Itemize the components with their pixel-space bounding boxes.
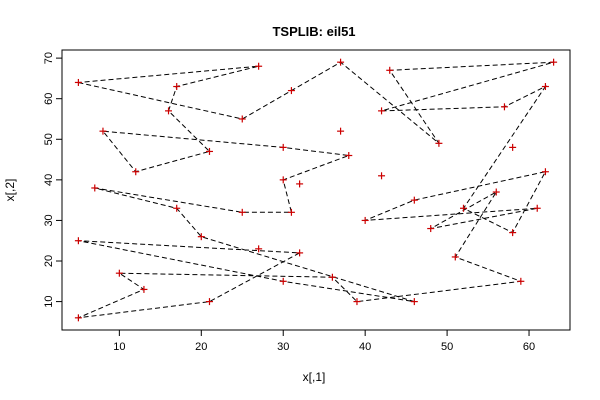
city-point [427, 225, 435, 233]
city-point [287, 208, 295, 216]
city-point [255, 245, 263, 253]
city-point [296, 249, 304, 257]
city-point [74, 78, 82, 86]
city-point [197, 233, 205, 241]
x-axis: 10 20 30 40 50 60 [113, 330, 535, 353]
y-axis: 10 20 30 40 50 60 70 [43, 52, 62, 308]
city-point [255, 62, 263, 70]
city-point [541, 83, 549, 91]
city-point [74, 237, 82, 245]
city-point [99, 127, 107, 135]
chart-title: TSPLIB: eil51 [272, 24, 355, 39]
y-tick-label: 20 [43, 255, 55, 267]
city-point [279, 277, 287, 285]
x-axis-label: x[,1] [303, 370, 326, 384]
city-point [386, 66, 394, 74]
city-point [279, 143, 287, 151]
city-point [91, 184, 99, 192]
city-points [74, 58, 558, 322]
y-tick-label: 70 [43, 52, 55, 64]
y-axis-label: x[,2] [3, 179, 17, 202]
x-tick-label: 10 [113, 341, 125, 353]
city-point [435, 139, 443, 147]
city-point [459, 204, 467, 212]
city-point [550, 58, 558, 66]
city-point [115, 269, 123, 277]
city-point [500, 103, 508, 111]
city-point [205, 298, 213, 306]
city-point [541, 168, 549, 176]
x-tick-label: 60 [523, 341, 535, 353]
y-tick-label: 40 [43, 174, 55, 186]
city-point [132, 168, 140, 176]
city-point [517, 277, 525, 285]
city-point [361, 216, 369, 224]
city-point [279, 176, 287, 184]
y-tick-label: 50 [43, 133, 55, 145]
city-point [345, 152, 353, 160]
city-point [410, 196, 418, 204]
city-point [378, 172, 386, 180]
city-point [140, 285, 148, 293]
city-point [238, 115, 246, 123]
plot-frame [61, 49, 571, 331]
city-point [165, 107, 173, 115]
city-point [173, 83, 181, 91]
city-point [410, 298, 418, 306]
x-tick-label: 40 [359, 341, 371, 353]
city-point [378, 107, 386, 115]
city-point [509, 143, 517, 151]
city-point [287, 87, 295, 95]
x-tick-label: 50 [441, 341, 453, 353]
city-point [533, 204, 541, 212]
tour-path [78, 61, 554, 319]
city-point [296, 180, 304, 188]
city-point [238, 208, 246, 216]
city-point [492, 188, 500, 196]
city-point [509, 229, 517, 237]
city-point [205, 147, 213, 155]
city-point [353, 298, 361, 306]
x-tick-label: 30 [277, 341, 289, 353]
city-point [337, 58, 345, 66]
y-tick-label: 10 [43, 295, 55, 307]
city-point [328, 273, 336, 281]
city-point [451, 253, 459, 261]
city-point [74, 314, 82, 322]
city-point [173, 204, 181, 212]
tour-series [78, 61, 554, 319]
y-tick-label: 60 [43, 93, 55, 105]
city-point [337, 127, 345, 135]
x-tick-label: 20 [195, 341, 207, 353]
y-tick-label: 30 [43, 214, 55, 226]
